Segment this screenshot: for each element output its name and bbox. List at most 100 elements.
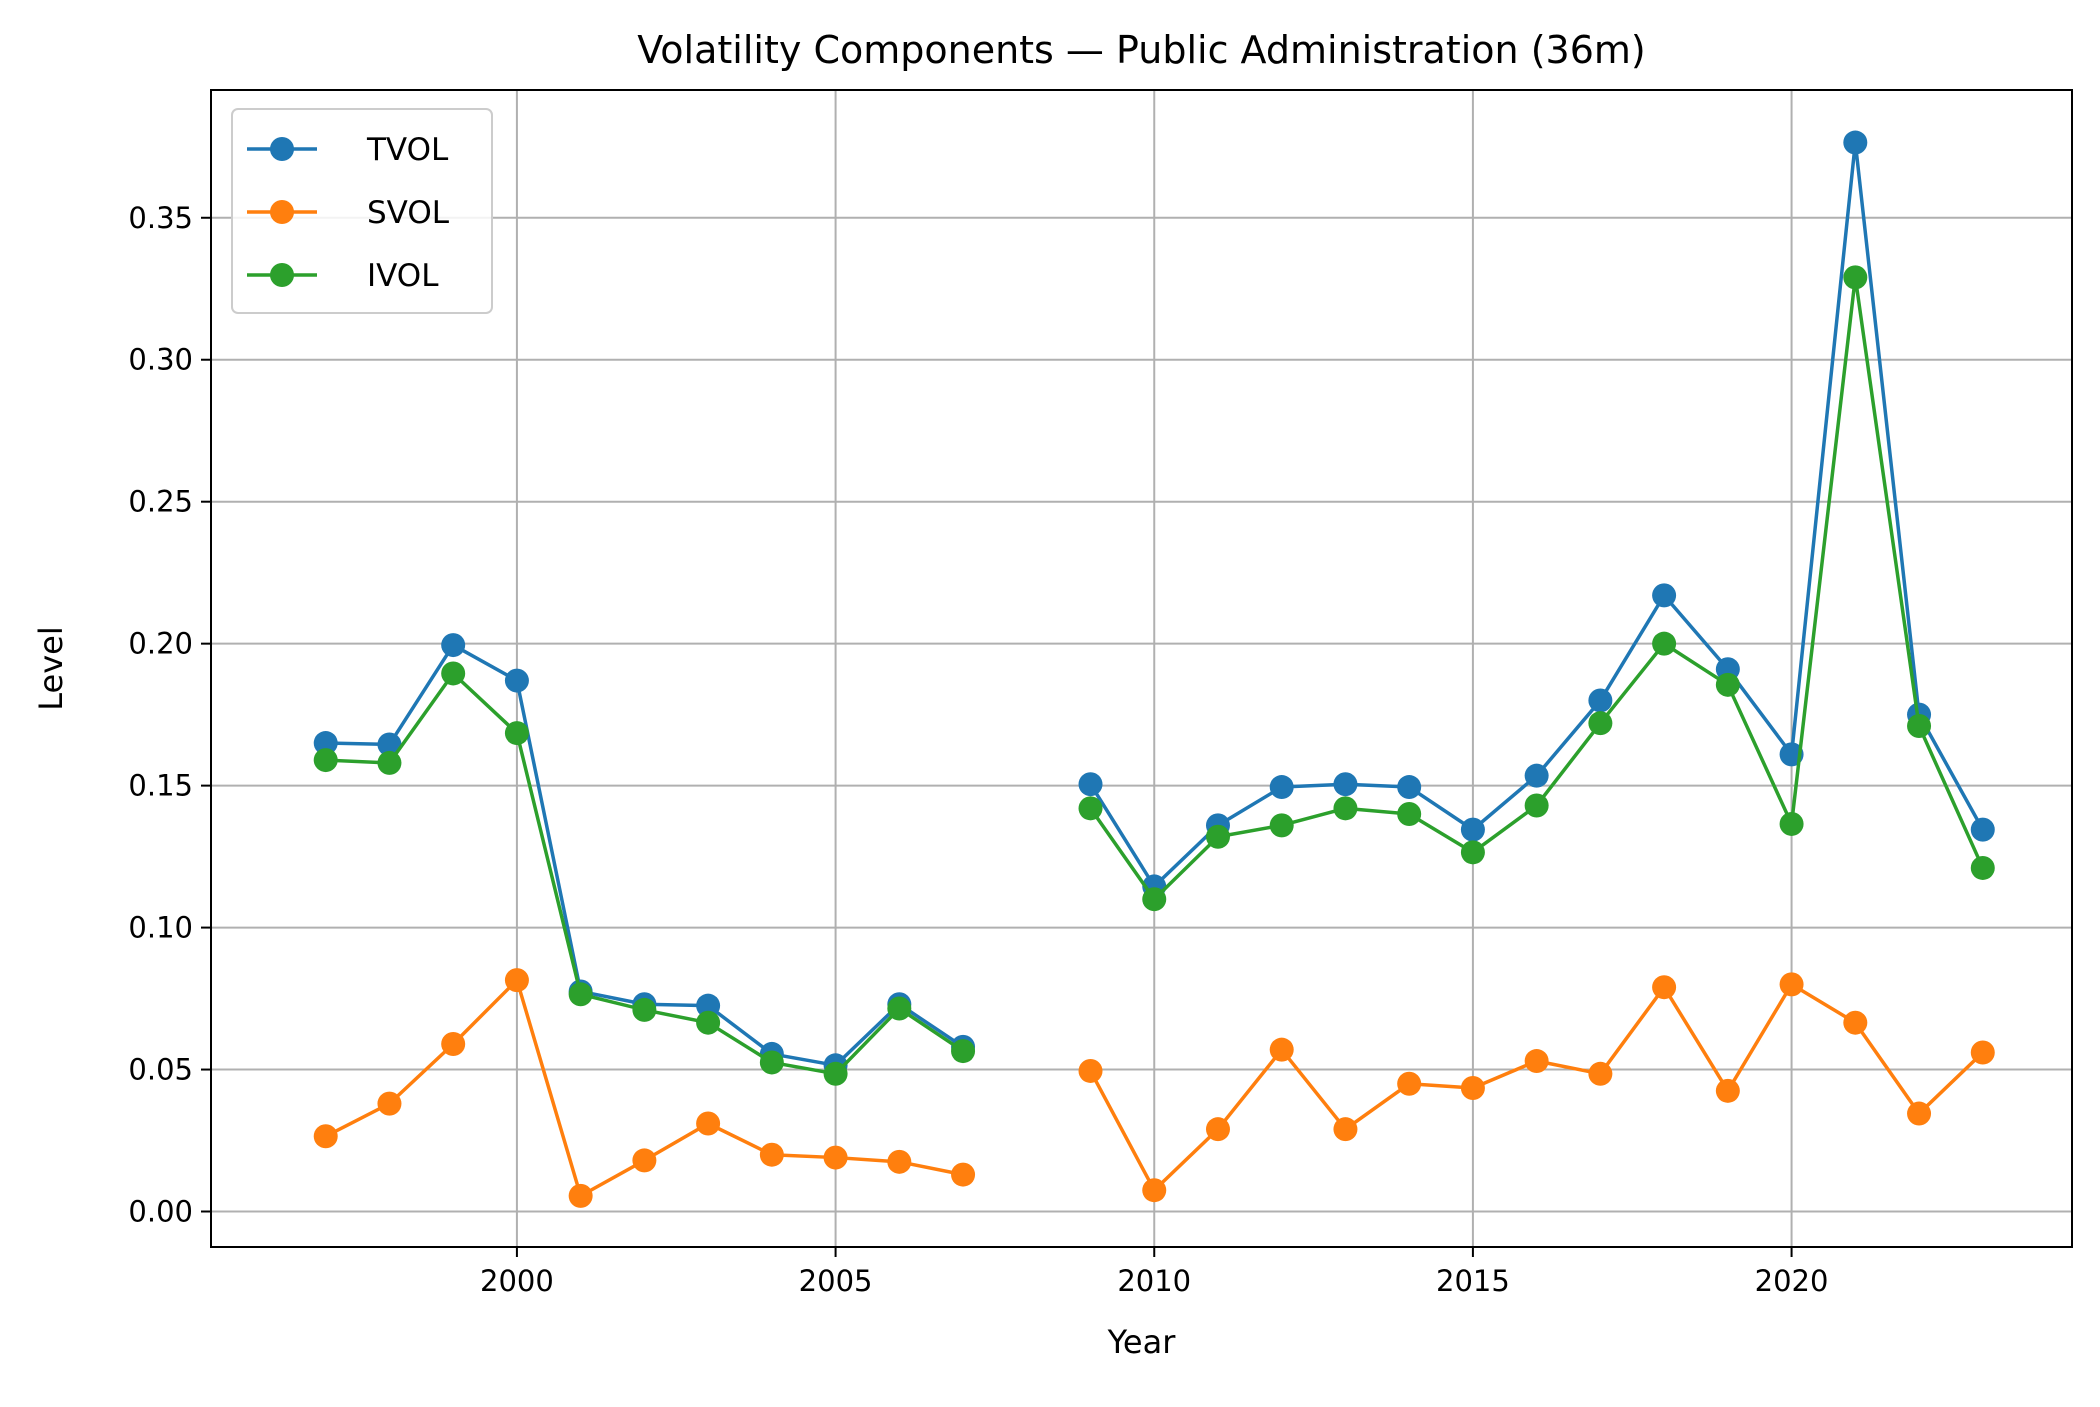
legend-swatch-marker (270, 137, 294, 161)
data-point-svol (1205, 1117, 1230, 1142)
data-point-ivol (1078, 796, 1103, 821)
data-point-ivol (951, 1039, 976, 1064)
data-point-svol (1970, 1040, 1995, 1065)
data-point-svol (313, 1124, 338, 1149)
data-point-tvol (1460, 817, 1485, 842)
data-point-svol (1078, 1058, 1103, 1083)
chart-title: Volatility Components — Public Administr… (637, 28, 1645, 72)
data-point-ivol (1333, 796, 1358, 821)
legend-item-ivol: IVOL (247, 258, 439, 294)
legend-label: SVOL (367, 195, 450, 231)
data-point-ivol (632, 997, 657, 1022)
data-point-ivol (1269, 813, 1294, 838)
data-point-ivol (441, 661, 466, 686)
data-point-ivol (504, 721, 529, 746)
x-tick-label: 2010 (1117, 1264, 1191, 1298)
legend-label: TVOL (366, 132, 449, 168)
y-tick-label: 0.20 (128, 627, 193, 661)
data-point-tvol (1524, 763, 1549, 788)
data-point-ivol (1907, 713, 1932, 738)
y-tick-label: 0.05 (128, 1053, 193, 1087)
data-point-svol (1524, 1049, 1549, 1074)
data-point-ivol (1460, 840, 1485, 865)
data-point-ivol (823, 1061, 848, 1086)
data-point-ivol (377, 750, 402, 775)
data-point-tvol (504, 668, 529, 693)
data-point-svol (377, 1091, 402, 1116)
data-point-svol (1397, 1071, 1422, 1096)
data-point-svol (1142, 1178, 1167, 1203)
y-axis-ticks: 0.00 0.05 0.10 0.15 0.20 0.25 0.30 0.35 (128, 201, 211, 1229)
data-point-tvol (1843, 130, 1868, 155)
data-point-tvol (1078, 772, 1103, 797)
data-point-svol (887, 1149, 912, 1174)
data-point-svol (441, 1031, 466, 1056)
data-point-tvol (1333, 772, 1358, 797)
y-tick-label: 0.00 (128, 1195, 193, 1229)
x-tick-label: 2015 (1436, 1264, 1510, 1298)
data-point-tvol (313, 731, 338, 756)
data-point-svol (1460, 1076, 1485, 1101)
data-point-tvol (1652, 583, 1677, 608)
data-point-tvol (377, 732, 402, 757)
data-point-svol (1652, 975, 1677, 1000)
y-tick-label: 0.30 (128, 343, 193, 377)
data-point-svol (504, 968, 529, 993)
y-tick-label: 0.25 (128, 485, 193, 519)
data-point-ivol (568, 982, 593, 1007)
data-point-svol (568, 1183, 593, 1208)
data-point-ivol (1970, 855, 1995, 880)
legend-swatch-marker (270, 263, 294, 287)
data-point-svol (1779, 972, 1804, 997)
y-tick-label: 0.35 (128, 201, 193, 235)
y-tick-label: 0.10 (128, 911, 193, 945)
x-axis-ticks: 2000 2005 2010 2015 2020 (480, 1247, 1828, 1298)
data-point-ivol (759, 1050, 784, 1075)
data-point-ivol (1843, 265, 1868, 290)
data-point-svol (1333, 1117, 1358, 1142)
x-tick-label: 2005 (799, 1264, 873, 1298)
data-point-ivol (1588, 711, 1613, 736)
series-svol (313, 968, 1995, 1208)
data-point-svol (823, 1145, 848, 1170)
data-point-ivol (1652, 631, 1677, 656)
x-axis-label: Year (1107, 1323, 1177, 1361)
data-point-svol (759, 1142, 784, 1167)
legend-swatch-marker (270, 200, 294, 224)
data-point-tvol (1970, 817, 1995, 842)
series-layer (313, 130, 1995, 1208)
y-tick-label: 0.15 (128, 769, 193, 803)
plot-frame (210, 89, 2073, 1248)
legend-item-svol: SVOL (247, 195, 450, 231)
data-point-tvol (1397, 775, 1422, 800)
grid-lines (211, 90, 2072, 1247)
data-point-ivol (887, 996, 912, 1021)
y-axis-label: Level (32, 626, 70, 710)
series-ivol (313, 265, 1995, 1086)
legend-item-tvol: TVOL (247, 132, 449, 168)
x-tick-label: 2000 (480, 1264, 554, 1298)
data-point-svol (696, 1111, 721, 1136)
data-point-tvol (441, 633, 466, 658)
data-point-svol (1269, 1037, 1294, 1062)
legend-label: IVOL (367, 258, 439, 294)
data-point-svol (632, 1148, 657, 1173)
data-point-svol (1715, 1078, 1740, 1103)
data-point-ivol (313, 748, 338, 773)
data-point-ivol (1205, 824, 1230, 849)
data-point-svol (951, 1162, 976, 1187)
data-point-ivol (696, 1010, 721, 1035)
data-point-tvol (1588, 688, 1613, 713)
x-tick-label: 2020 (1755, 1264, 1829, 1298)
data-point-svol (1907, 1101, 1932, 1126)
data-point-ivol (1715, 672, 1740, 697)
data-point-tvol (1269, 775, 1294, 800)
data-point-ivol (1397, 802, 1422, 827)
data-point-svol (1843, 1010, 1868, 1035)
data-point-ivol (1142, 887, 1167, 912)
legend-box (231, 108, 493, 314)
data-point-ivol (1524, 793, 1549, 818)
legend: TVOL SVOL IVOL (231, 108, 493, 314)
data-point-svol (1588, 1061, 1613, 1086)
